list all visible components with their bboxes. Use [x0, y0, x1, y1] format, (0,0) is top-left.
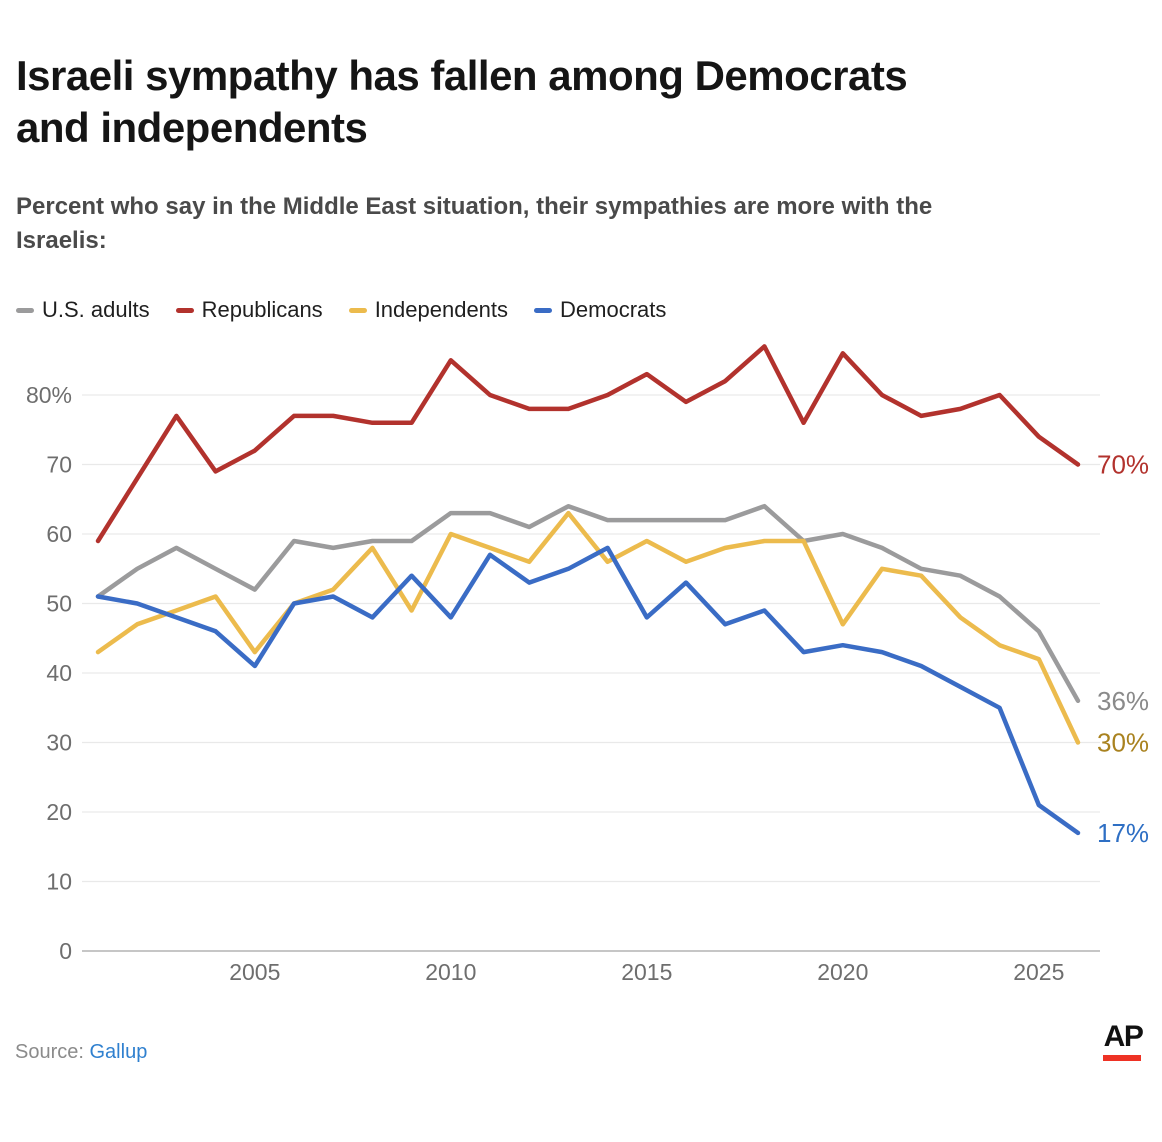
y-axis-tick-60: 60	[46, 521, 72, 547]
chart-title-line1: Israeli sympathy has fallen among Democr…	[16, 52, 908, 99]
end-label-democrats: 17%	[1097, 818, 1149, 848]
line-us-adults	[95, 503, 1081, 704]
x-axis-tick-2010: 2010	[425, 959, 476, 985]
legend-label-independents: Independents	[374, 297, 509, 322]
chart-title-line2: and independents	[16, 104, 368, 151]
y-axis-tick-40: 40	[46, 660, 72, 686]
legend-swatch-independents	[348, 307, 367, 313]
legend-label-democrats: Democrats	[560, 297, 667, 322]
source-gallup-link[interactable]: Gallup	[89, 1041, 148, 1063]
legend-label-us-adults: U.S. adults	[42, 297, 150, 322]
chart-legend: U.S. adults Republicans Independents Dem…	[16, 297, 666, 323]
y-axis-tick-50: 50	[46, 591, 72, 617]
legend-label-republicans: Republicans	[201, 297, 323, 322]
y-axis-tick-80: 80%	[26, 382, 72, 408]
line-independents	[95, 510, 1081, 745]
source-label: Source:	[15, 1041, 84, 1063]
chart-subtitle-line1: Percent who say in the Middle East situa…	[16, 193, 933, 220]
legend-item-independents: Independents	[348, 297, 509, 323]
y-axis-tick-10: 10	[46, 869, 72, 895]
legend-item-republicans: Republicans	[175, 297, 323, 323]
chart-title: Israeli sympathy has fallen among Democr…	[16, 50, 1136, 154]
legend-item-democrats: Democrats	[534, 297, 666, 323]
legend-swatch-republicans	[175, 307, 194, 313]
end-label-independents: 30%	[1097, 728, 1149, 758]
chart-subtitle-line2: Israelis:	[16, 227, 107, 254]
y-axis-tick-70: 70	[46, 452, 72, 478]
legend-swatch-us-adults	[16, 307, 34, 313]
chart-subtitle: Percent who say in the Middle East situa…	[16, 190, 1106, 258]
line-chart: 0 10 20 30 40 50 60 70 80% 2005 2010 2015 2020 2025 36…	[26, 344, 1149, 985]
legend-item-us-adults: U.S. adults	[16, 297, 150, 323]
end-label-republicans: 70%	[1097, 450, 1149, 480]
y-axis-tick-20: 20	[46, 799, 72, 825]
ap-logo: AP	[1103, 1020, 1144, 1061]
y-axis-tick-0: 0	[59, 938, 72, 964]
x-axis-tick-2015: 2015	[621, 959, 672, 985]
x-axis-tick-2005: 2005	[229, 959, 280, 985]
line-democrats	[95, 545, 1081, 836]
end-label-us-adults: 36%	[1097, 686, 1149, 716]
line-republicans	[95, 344, 1081, 544]
y-axis-tick-30: 30	[46, 730, 72, 756]
legend-swatch-democrats	[534, 307, 553, 313]
x-axis-tick-2025: 2025	[1013, 959, 1064, 985]
source-row: Source: Gallup	[15, 1041, 147, 1064]
ap-logo-text: AP	[1103, 1020, 1144, 1053]
x-axis-tick-2020: 2020	[817, 959, 868, 985]
ap-logo-red-bar	[1103, 1055, 1141, 1061]
